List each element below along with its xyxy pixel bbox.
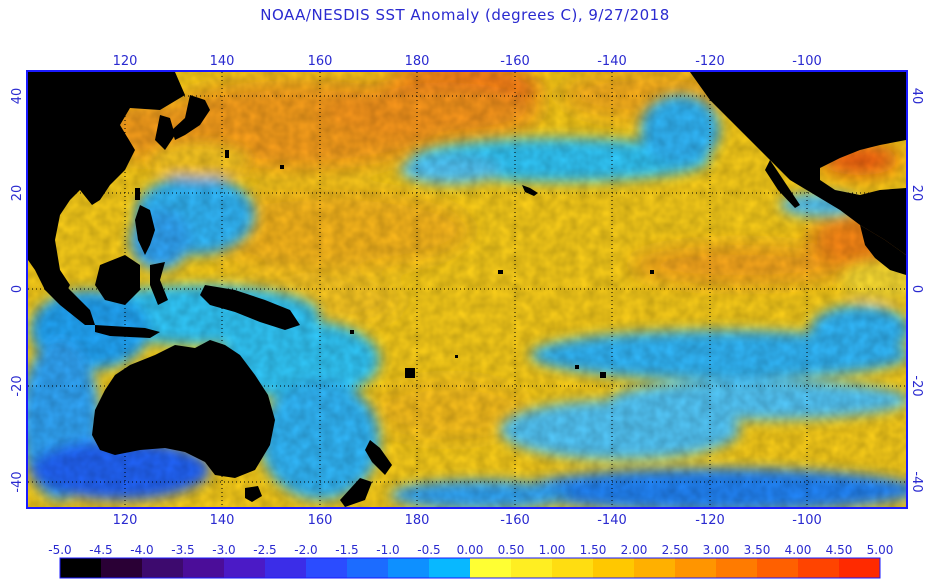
land-new-zealand-south — [340, 478, 372, 507]
colorbar-label: -3.5 — [171, 543, 194, 557]
colorbar-swatch — [716, 558, 758, 578]
colorbar-label: 5.00 — [867, 543, 894, 557]
colorbar-label: -3.0 — [212, 543, 235, 557]
colorbar-swatch — [183, 558, 225, 578]
lat-label-left: -20 — [10, 375, 25, 396]
colorbar-swatch — [60, 558, 102, 578]
colorbar-swatch — [347, 558, 389, 578]
colorbar-swatch — [798, 558, 840, 578]
lon-label-top: 120 — [113, 54, 138, 69]
colorbar-label: 2.00 — [621, 543, 648, 557]
colorbar-border — [59, 557, 881, 579]
colorbar-label: 0.00 — [457, 543, 484, 557]
colorbar-swatch — [101, 558, 143, 578]
lat-label-right: -20 — [909, 375, 924, 396]
lat-label-right: 0 — [909, 285, 924, 293]
lon-label-bottom: 140 — [210, 513, 235, 528]
lat-labels-right: 40 20 0 -20 -40 — [909, 88, 924, 493]
land-japan — [155, 115, 175, 150]
colorbar-swatch — [675, 558, 717, 578]
lon-labels-bottom: 120 140 160 180 -160 -140 -120 -100 — [113, 513, 822, 528]
land-new-guinea — [200, 285, 300, 330]
lon-label-bottom: -100 — [792, 513, 822, 528]
land-baja — [765, 160, 800, 208]
lon-label-bottom: 180 — [405, 513, 430, 528]
sst-field — [28, 72, 906, 507]
lon-label-top: 160 — [308, 54, 333, 69]
colorbar-label: 1.50 — [580, 543, 607, 557]
graticule — [28, 72, 906, 507]
colorbar-swatch — [224, 558, 266, 578]
colorbar-swatch — [757, 558, 799, 578]
lat-label-left: 40 — [10, 88, 25, 105]
lat-labels-left: 40 20 0 -20 -40 — [10, 88, 25, 493]
colorbar-swatch — [142, 558, 184, 578]
land-sulawesi — [150, 262, 168, 305]
map-border — [26, 70, 908, 509]
lat-label-right: 40 — [909, 88, 924, 105]
land-hawaii — [522, 185, 538, 196]
land-java — [95, 325, 160, 338]
lon-label-top: 140 — [210, 54, 235, 69]
colorbar-label: -5.0 — [48, 543, 71, 557]
colorbar-label: -0.5 — [417, 543, 440, 557]
lon-label-top: -120 — [695, 54, 725, 69]
colorbar-swatch — [470, 558, 512, 578]
lon-label-top: -100 — [792, 54, 822, 69]
land-north-america — [690, 72, 906, 255]
colorbar-swatch — [634, 558, 676, 578]
colorbar-label: 3.50 — [744, 543, 771, 557]
colorbar-label: 1.00 — [539, 543, 566, 557]
land-asia — [28, 72, 185, 300]
map-title: NOAA/NESDIS SST Anomaly (degrees C), 9/2… — [260, 6, 670, 24]
colorbar-swatch — [306, 558, 348, 578]
lon-labels-top: 120 140 160 180 -160 -140 -120 -100 — [113, 54, 822, 69]
land-islands — [405, 368, 415, 378]
colorbar-swatch — [839, 558, 881, 578]
colorbar-label: 4.00 — [785, 543, 812, 557]
lon-label-top: 180 — [405, 54, 430, 69]
colorbar-label: 2.50 — [662, 543, 689, 557]
colorbar: -5.0 -4.5 -4.0 -3.5 -3.0 -2.5 -2.0 -1.5 -1.0 -0.5… — [48, 543, 894, 579]
land-philippines — [135, 205, 155, 255]
colorbar-swatch — [511, 558, 553, 578]
lat-label-right: 20 — [909, 185, 924, 202]
lon-label-top: -140 — [597, 54, 627, 69]
land-masses — [28, 72, 906, 507]
colorbar-label: -2.5 — [253, 543, 276, 557]
lat-label-left: 0 — [10, 285, 25, 293]
land-japan-main — [172, 95, 210, 140]
colorbar-swatch — [552, 558, 594, 578]
colorbar-label: 0.50 — [498, 543, 525, 557]
colorbar-label: -1.5 — [335, 543, 358, 557]
land-tasmania — [245, 486, 262, 502]
colorbar-swatch — [429, 558, 471, 578]
colorbar-swatch — [265, 558, 307, 578]
lon-label-bottom: -160 — [500, 513, 530, 528]
land-taiwan — [135, 188, 140, 200]
colorbar-swatch — [388, 558, 430, 578]
land-australia — [92, 340, 275, 478]
lon-label-bottom: 160 — [308, 513, 333, 528]
land-borneo — [95, 255, 140, 305]
land-new-zealand-north — [365, 440, 392, 475]
colorbar-label: 3.00 — [703, 543, 730, 557]
land-central-america — [860, 225, 906, 275]
colorbar-label: -4.5 — [89, 543, 112, 557]
colorbar-swatch — [593, 558, 635, 578]
lat-label-right: -40 — [909, 471, 924, 492]
lat-label-left: 20 — [10, 185, 25, 202]
lon-label-bottom: 120 — [113, 513, 138, 528]
colorbar-label: -4.0 — [130, 543, 153, 557]
lon-label-bottom: -120 — [695, 513, 725, 528]
land-sumatra — [45, 280, 95, 325]
lon-label-top: -160 — [500, 54, 530, 69]
colorbar-label: -2.0 — [294, 543, 317, 557]
lon-label-bottom: -140 — [597, 513, 627, 528]
lat-label-left: -40 — [10, 471, 25, 492]
colorbar-label: 4.50 — [826, 543, 853, 557]
colorbar-label: -1.0 — [376, 543, 399, 557]
